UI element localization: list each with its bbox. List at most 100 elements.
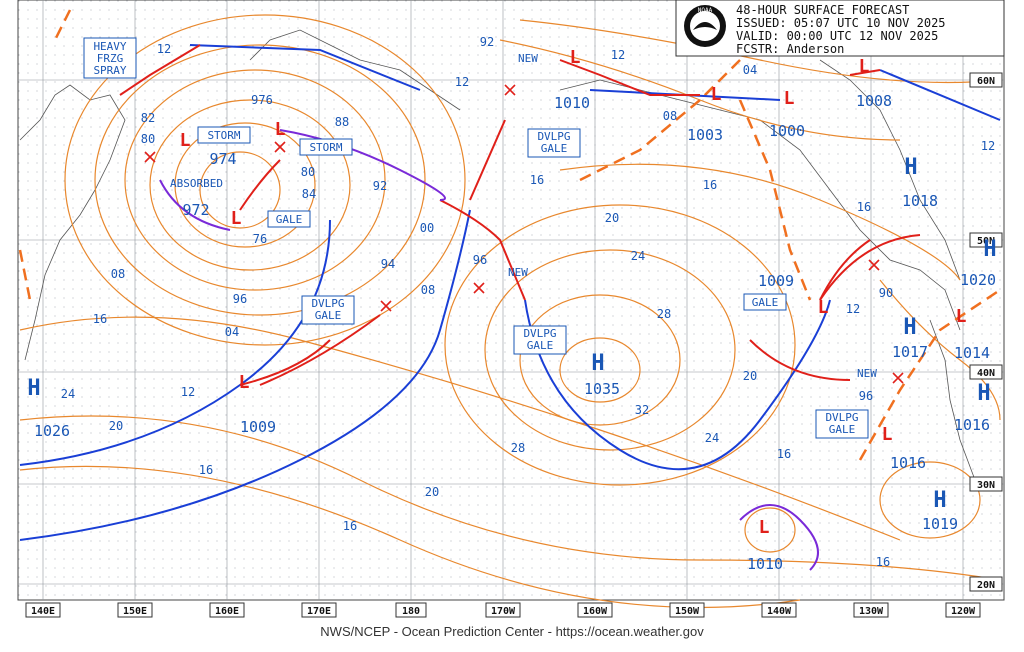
warning-labels: HEAVY FRZG SPRAY STORM STORM GALE GALE D… (83, 37, 869, 439)
isobar-label: 12 (611, 48, 625, 62)
low-pressure: 1009 (758, 272, 794, 290)
isobar-label: 16 (530, 173, 544, 187)
isobar-label: 12 (181, 385, 195, 399)
isobar-label: 12 (981, 139, 995, 153)
isobar-label: 96 (859, 389, 873, 403)
isobar-label: 16 (199, 463, 213, 477)
isobar-label: 96 (233, 292, 247, 306)
low-symbol: L (859, 56, 870, 77)
isobar-label: 08 (663, 109, 677, 123)
isobar-label: 976 (251, 93, 273, 107)
low-pressure: 1010 (554, 94, 590, 112)
troughs (18, 9, 1001, 461)
low-pressure: 972 (182, 201, 209, 219)
low-pressure: 1014 (954, 344, 990, 362)
isobar-label: 08 (421, 283, 435, 297)
isobar-label: 12 (846, 302, 860, 316)
isobar-label: 94 (381, 257, 395, 271)
low-pressure: 974 (209, 150, 236, 168)
low-symbol: L (711, 84, 722, 105)
high-pressure: 1016 (954, 416, 990, 434)
isobar-label: 04 (743, 63, 757, 77)
storm-label: STORM (207, 129, 240, 142)
isobar-label: 92 (480, 35, 494, 49)
new-label: NEW (508, 266, 528, 279)
isobar-label: 12 (157, 42, 171, 56)
isobar-label: 20 (605, 211, 619, 225)
low-pressure-centers: L L L L L L L L L L L L 974 972 1009 101… (180, 47, 990, 573)
low-symbol: L (784, 88, 795, 109)
low-symbol: L (818, 297, 829, 318)
low-symbol: L (956, 306, 967, 327)
heavy-freezing-spray-label: HEAVY (93, 40, 126, 53)
low-pressure: 1010 (747, 555, 783, 573)
isobar-label: 32 (635, 403, 649, 417)
motion-arrows (239, 119, 871, 386)
lon-label: 180 (402, 606, 420, 617)
storm-label: STORM (309, 141, 342, 154)
isobar-label: 24 (61, 387, 75, 401)
coastlines (19, 29, 976, 481)
lon-label: 120W (951, 606, 976, 617)
isobar-label: 16 (876, 555, 890, 569)
header-issued: ISSUED: 05:07 UTC 10 NOV 2025 (736, 16, 946, 30)
developing-gale-label: GALE (541, 142, 568, 155)
latitude-axis: 60N 50N 40N 30N 20N (969, 72, 1003, 592)
isobar-label: 16 (343, 519, 357, 533)
high-symbol: H (983, 237, 996, 262)
lon-label: 170W (491, 606, 516, 617)
isobar-label: 16 (777, 447, 791, 461)
developing-gale-label: DVLPG (537, 130, 570, 143)
developing-gale-label: GALE (315, 309, 342, 322)
annotations: ABSORBED NEW NEW NEW (170, 52, 877, 380)
high-pressure: 1018 (902, 192, 938, 210)
low-symbol: L (231, 208, 242, 229)
heavy-freezing-spray-label: SPRAY (93, 64, 126, 77)
lat-label: 60N (977, 76, 995, 87)
low-symbol: L (882, 424, 893, 445)
low-pressure: 1009 (240, 418, 276, 436)
isobar-label: 20 (425, 485, 439, 499)
low-symbol: L (180, 130, 191, 151)
lon-label: 150W (675, 606, 700, 617)
isobar-label: 80 (301, 165, 315, 179)
isobar-labels: 12 12 12 12 82 80 976 88 92 80 84 76 00 … (61, 35, 995, 569)
isobar-label: 20 (743, 369, 757, 383)
isobar-label: 80 (141, 132, 155, 146)
isobar-label: 16 (93, 312, 107, 326)
developing-gale-label: GALE (829, 423, 856, 436)
x-markers (144, 84, 904, 384)
isobar-label: 96 (473, 253, 487, 267)
developing-gale-label: DVLPG (825, 411, 858, 424)
isobar-label: 16 (857, 200, 871, 214)
isobar-label: 20 (109, 419, 123, 433)
isobar-label: 08 (111, 267, 125, 281)
high-pressure: 1019 (922, 515, 958, 533)
isobar-label: 16 (703, 178, 717, 192)
high-pressure: 1017 (892, 343, 928, 361)
high-pressure: 1035 (584, 380, 620, 398)
developing-gale-label: DVLPG (523, 327, 556, 340)
lon-label: 170E (307, 606, 331, 617)
lat-label: 40N (977, 368, 995, 379)
lon-label: 160E (215, 606, 239, 617)
high-pressure: 1026 (34, 422, 70, 440)
occluded-fronts (159, 129, 819, 571)
lon-label: 140E (31, 606, 55, 617)
lat-label: 20N (977, 580, 995, 591)
isobar-label: 04 (225, 325, 239, 339)
absorbed-label: ABSORBED (170, 177, 223, 190)
new-label: NEW (857, 367, 877, 380)
low-symbol: L (275, 119, 286, 140)
gale-label: GALE (752, 296, 779, 309)
low-symbol: L (570, 47, 581, 68)
isobars (19, 14, 1001, 609)
low-pressure: 1000 (769, 122, 805, 140)
low-pressure: 1003 (687, 126, 723, 144)
low-symbol: L (759, 517, 770, 538)
isobar-label: 24 (705, 431, 719, 445)
isobar-label: 84 (302, 187, 316, 201)
header-panel: NOAA 48-HOUR SURFACE FORECAST ISSUED: 05… (675, 0, 1005, 57)
high-symbol: H (933, 488, 946, 513)
